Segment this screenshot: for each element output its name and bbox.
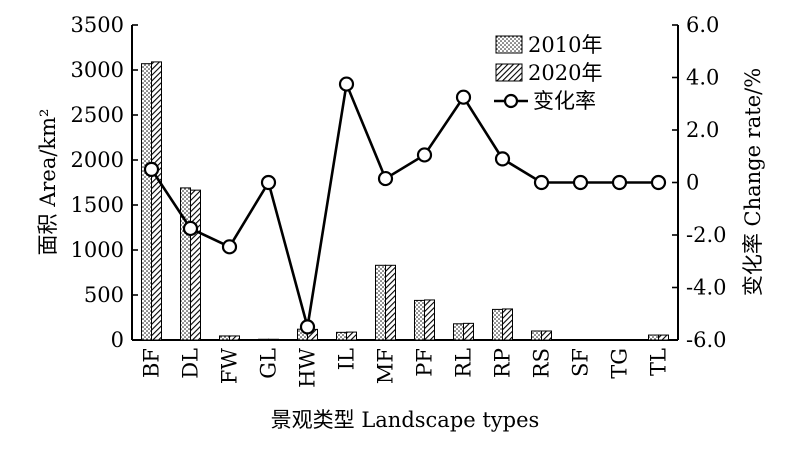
bar-bf-2010 bbox=[141, 63, 152, 341]
left-axis-title: 面积 Area/km² bbox=[36, 109, 60, 256]
bar-tl-2010 bbox=[648, 334, 659, 341]
right-axis-title: 变化率 Change rate/% bbox=[741, 68, 765, 296]
change-rate-point-il bbox=[338, 76, 355, 92]
legend: 2010年 2020年 变化率 bbox=[494, 33, 602, 113]
change-rate-line bbox=[150, 79, 659, 328]
change-rate-point-sf bbox=[572, 174, 589, 191]
change-rate-point-fw bbox=[221, 239, 238, 255]
bar-rp-2010 bbox=[492, 308, 503, 341]
bar-gl-2020 bbox=[268, 338, 279, 341]
change-rate-point-dl bbox=[182, 220, 199, 237]
change-rate-point-rp bbox=[494, 151, 511, 167]
change-rate-point-gl bbox=[260, 174, 277, 191]
legend-swatch-2010 bbox=[495, 35, 523, 54]
left-tick-label: 3500 bbox=[71, 13, 124, 37]
left-tick-label: 2500 bbox=[71, 103, 124, 127]
x-tick-label: SF bbox=[569, 348, 593, 377]
legend-label-2020: 2020年 bbox=[528, 61, 602, 85]
right-tick-label: 2.0 bbox=[686, 118, 719, 142]
bar-rp-2020 bbox=[502, 308, 513, 341]
x-axis-title: 景观类型 Landscape types bbox=[271, 408, 540, 432]
change-rate-series bbox=[143, 76, 667, 335]
change-rate-point-rs bbox=[533, 174, 550, 191]
bar-tl-2020 bbox=[658, 334, 669, 341]
x-tick-label: BF bbox=[140, 348, 164, 378]
right-tick-label: 6.0 bbox=[686, 13, 719, 37]
left-tick-label: 500 bbox=[84, 283, 124, 307]
legend-label-2010: 2010年 bbox=[528, 33, 602, 57]
x-tick-label: RS bbox=[530, 348, 554, 378]
legend-label-change-rate: 变化率 bbox=[533, 89, 596, 113]
change-rate-point-bf bbox=[143, 161, 160, 177]
right-axis-ticks: -6.0 -4.0 -2.0 0 2.0 4.0 6.0 bbox=[672, 13, 727, 352]
legend-swatch-2020 bbox=[495, 63, 523, 82]
bar-series bbox=[141, 61, 669, 341]
x-tick-label: TL bbox=[647, 348, 671, 376]
change-rate-point-tl bbox=[650, 174, 667, 191]
left-axis-ticks: 0 500 1000 1500 2000 2500 3000 3500 bbox=[71, 13, 138, 352]
bar-dl-2020 bbox=[190, 189, 201, 341]
bar-rl-2010 bbox=[453, 323, 464, 341]
bar-pf-2020 bbox=[424, 299, 435, 341]
bar-sf-2010 bbox=[570, 339, 581, 341]
right-tick-label: -2.0 bbox=[686, 223, 727, 247]
change-rate-point-hw bbox=[299, 319, 316, 335]
bar-rl-2020 bbox=[463, 322, 474, 341]
left-tick-label: 1500 bbox=[71, 193, 124, 217]
bar-fw-2020 bbox=[229, 335, 240, 341]
bar-rs-2010 bbox=[531, 330, 542, 341]
right-tick-label: 0 bbox=[686, 171, 699, 195]
change-rate-point-rl bbox=[455, 89, 472, 105]
bar-il-2010 bbox=[336, 331, 347, 341]
bar-mf-2020 bbox=[385, 264, 396, 341]
right-tick-label: -6.0 bbox=[686, 328, 727, 352]
bar-tg-2020 bbox=[619, 339, 630, 341]
x-tick-label: GL bbox=[257, 348, 281, 379]
change-rate-point-tg bbox=[611, 174, 628, 191]
left-tick-label: 0 bbox=[111, 328, 124, 352]
bar-il-2020 bbox=[346, 331, 357, 341]
bar-bf-2020 bbox=[151, 61, 162, 341]
bar-dl-2010 bbox=[180, 187, 191, 341]
bar-tg-2010 bbox=[609, 339, 620, 341]
change-rate-point-mf bbox=[377, 170, 394, 187]
x-tick-label: HW bbox=[296, 348, 320, 388]
x-tick-label: PF bbox=[413, 348, 437, 377]
legend-marker-change-rate bbox=[503, 93, 519, 109]
left-tick-label: 3000 bbox=[71, 58, 124, 82]
right-tick-label: 4.0 bbox=[686, 66, 719, 90]
left-tick-label: 2000 bbox=[71, 148, 124, 172]
x-tick-label: FW bbox=[218, 348, 242, 385]
bar-pf-2010 bbox=[414, 299, 425, 341]
x-tick-label: MF bbox=[374, 348, 398, 384]
bar-rs-2020 bbox=[541, 330, 552, 341]
bar-sf-2020 bbox=[580, 339, 591, 341]
bar-fw-2010 bbox=[219, 335, 230, 341]
x-tick-label: RP bbox=[491, 348, 515, 378]
x-tick-label: DL bbox=[179, 348, 203, 379]
bar-gl-2010 bbox=[258, 338, 269, 341]
left-tick-label: 1000 bbox=[71, 238, 124, 262]
change-rate-point-pf bbox=[416, 147, 433, 163]
bar-mf-2010 bbox=[375, 264, 386, 341]
right-tick-label: -4.0 bbox=[686, 276, 727, 300]
x-tick-label: IL bbox=[335, 348, 359, 370]
x-tick-label: RL bbox=[452, 348, 476, 378]
x-tick-label: TG bbox=[608, 348, 632, 379]
x-tick-labels: BF DL FW GL HW IL MF PF RL RP RS SF TG TL bbox=[140, 348, 671, 388]
